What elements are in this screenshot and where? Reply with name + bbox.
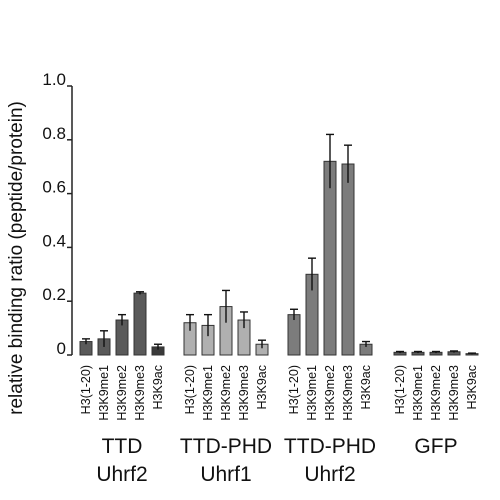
group-label-line1: TTD	[102, 435, 143, 458]
x-category-label: H3K9ac	[465, 365, 479, 409]
x-category-label: H3K9me3	[341, 365, 355, 421]
category-labels: H3(1-20) H3K9me1 H3K9me2 H3K9me3 H3K9ac H3(1-…	[79, 365, 479, 421]
group-label-line2: Uhrf2	[304, 463, 355, 486]
group-label-line1: TTD-PHD	[180, 435, 272, 458]
x-category-label: H3K9me2	[115, 365, 129, 421]
x-category-label: H3K9ac	[255, 365, 269, 409]
y-tick-label: 0.4	[42, 231, 66, 250]
x-category-label: H3K9me1	[305, 365, 319, 421]
group-label-line2: Uhrf1	[200, 463, 251, 486]
x-category-label: H3K9me2	[323, 365, 337, 421]
x-category-label: H3K9me3	[237, 365, 251, 421]
x-category-label: H3K9me2	[219, 365, 233, 421]
y-axis-label: relative binding ratio (peptide/protein)	[6, 101, 27, 415]
group-label-line1: GFP	[414, 435, 457, 458]
group-labels: TTD Uhrf2 TTD-PHD Uhrf1 TTD-PHD Uhrf2 GFP	[96, 435, 457, 486]
x-category-label: H3K9ac	[359, 365, 373, 409]
bar	[287, 314, 301, 356]
y-tick-label: 0.8	[42, 124, 66, 143]
bar	[133, 292, 147, 356]
x-category-label: H3K9ac	[151, 365, 165, 409]
bar	[341, 163, 355, 356]
x-category-label: H3K9me1	[201, 365, 215, 421]
x-category-label: H3(1-20)	[183, 365, 197, 414]
y-tick-label: 0	[57, 339, 66, 358]
x-category-label: H3K9me1	[411, 365, 425, 421]
bars	[79, 133, 479, 356]
x-category-label: H3K9me2	[429, 365, 443, 421]
y-tick-label: 0.6	[42, 178, 66, 197]
y-tick-label: 1.0	[42, 70, 66, 89]
x-category-label: H3(1-20)	[79, 365, 93, 414]
x-category-label: H3K9me3	[133, 365, 147, 421]
group-label-line2: Uhrf2	[96, 463, 147, 486]
x-category-label: H3K9me3	[447, 365, 461, 421]
y-tick-label: 0.2	[42, 285, 66, 304]
group-label-line1: TTD-PHD	[284, 435, 376, 458]
x-category-label: H3(1-20)	[287, 365, 301, 414]
y-axis: 0 0.2 0.4 0.6 0.8 1.0	[42, 70, 73, 358]
x-category-label: H3(1-20)	[393, 365, 407, 414]
x-category-label: H3K9me1	[97, 365, 111, 421]
bar	[323, 160, 337, 356]
